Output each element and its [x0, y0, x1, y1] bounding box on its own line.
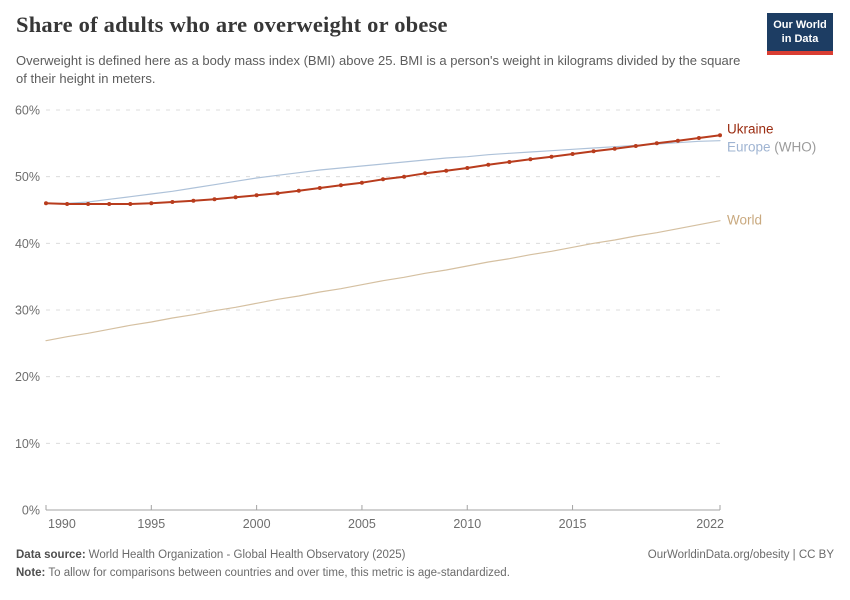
data-point [170, 200, 175, 204]
data-point [233, 195, 238, 200]
data-point [696, 136, 701, 140]
x-tick-label: 2015 [559, 517, 587, 531]
data-point [612, 146, 617, 151]
chart-subtitle: Overweight is defined here as a body mas… [16, 53, 741, 87]
series-line-ukraine[interactable] [45, 134, 721, 205]
x-tick-label: 2010 [453, 517, 481, 531]
owid-license-link[interactable]: OurWorldinData.org/obesity | CC BY [647, 549, 834, 561]
y-tick-label: 20% [15, 370, 40, 384]
data-source-text: World Health Organization - Global Healt… [88, 549, 406, 561]
data-point [444, 168, 449, 173]
series-label-world[interactable]: World [727, 213, 762, 228]
data-point [591, 149, 596, 154]
y-tick-label: 40% [15, 237, 40, 251]
note-text: To allow for comparisons between countri… [48, 567, 510, 580]
page-title: Share of adults who are overweight or ob… [16, 12, 448, 37]
data-point [86, 202, 91, 206]
data-point [128, 202, 133, 206]
owid-logo-line2: in Data [781, 32, 819, 45]
data-point [654, 141, 659, 146]
note-label: Note: [16, 567, 46, 580]
data-point [486, 162, 491, 167]
data-point [507, 160, 512, 164]
y-tick-label: 10% [15, 437, 40, 451]
line-chart-canvas[interactable]: 0% 10% 20% 30% 40% 50% 60% 1990 1995 2000 2005 2010… [0, 95, 850, 540]
data-point [359, 180, 364, 185]
owid-logo: Our World in Data [767, 13, 833, 55]
series-line-world[interactable] [45, 220, 721, 342]
data-point [107, 202, 112, 206]
series-label-ukraine[interactable]: Ukraine [727, 121, 774, 136]
data-point [254, 193, 259, 198]
data-point [149, 201, 154, 206]
data-source-line: Data source: World Health Organization - … [16, 546, 406, 564]
chart-footer: Data source: World Health Organization - … [16, 546, 834, 583]
x-tick-label: 2000 [243, 517, 271, 531]
data-point [423, 171, 428, 176]
note-line: Note: To allow for comparisons between co… [16, 564, 834, 582]
x-tick-label: 2022 [696, 517, 724, 531]
line-chart[interactable]: 0% 10% 20% 30% 40% 50% 60% 1990 1995 2000 2005 2010… [0, 95, 850, 540]
data-point [191, 198, 196, 203]
data-point [296, 188, 301, 193]
data-point [633, 144, 638, 148]
data-point [212, 197, 217, 202]
x-tick-label: 1995 [137, 517, 165, 531]
data-point [528, 157, 533, 162]
y-tick-label: 50% [15, 170, 40, 184]
data-point [570, 152, 575, 156]
data-point [402, 174, 407, 179]
data-point [275, 191, 280, 196]
data-point [549, 154, 554, 159]
y-tick-label: 60% [15, 104, 40, 118]
data-point [44, 201, 48, 206]
data-point [317, 186, 322, 190]
data-point [465, 166, 470, 170]
y-tick-label: 0% [22, 504, 40, 518]
data-point [381, 177, 385, 182]
data-source-label: Data source: [16, 549, 86, 561]
x-tick-label: 1990 [48, 517, 76, 531]
y-tick-label: 30% [15, 304, 40, 318]
owid-logo-line1: Our World [773, 19, 827, 31]
data-point [718, 133, 722, 138]
data-point [675, 138, 680, 143]
data-point [65, 202, 70, 206]
series-label-europe[interactable]: Europe (WHO) [727, 140, 816, 155]
x-tick-label: 2005 [348, 517, 376, 531]
data-point [338, 183, 343, 188]
series-line-europe[interactable] [45, 140, 721, 204]
